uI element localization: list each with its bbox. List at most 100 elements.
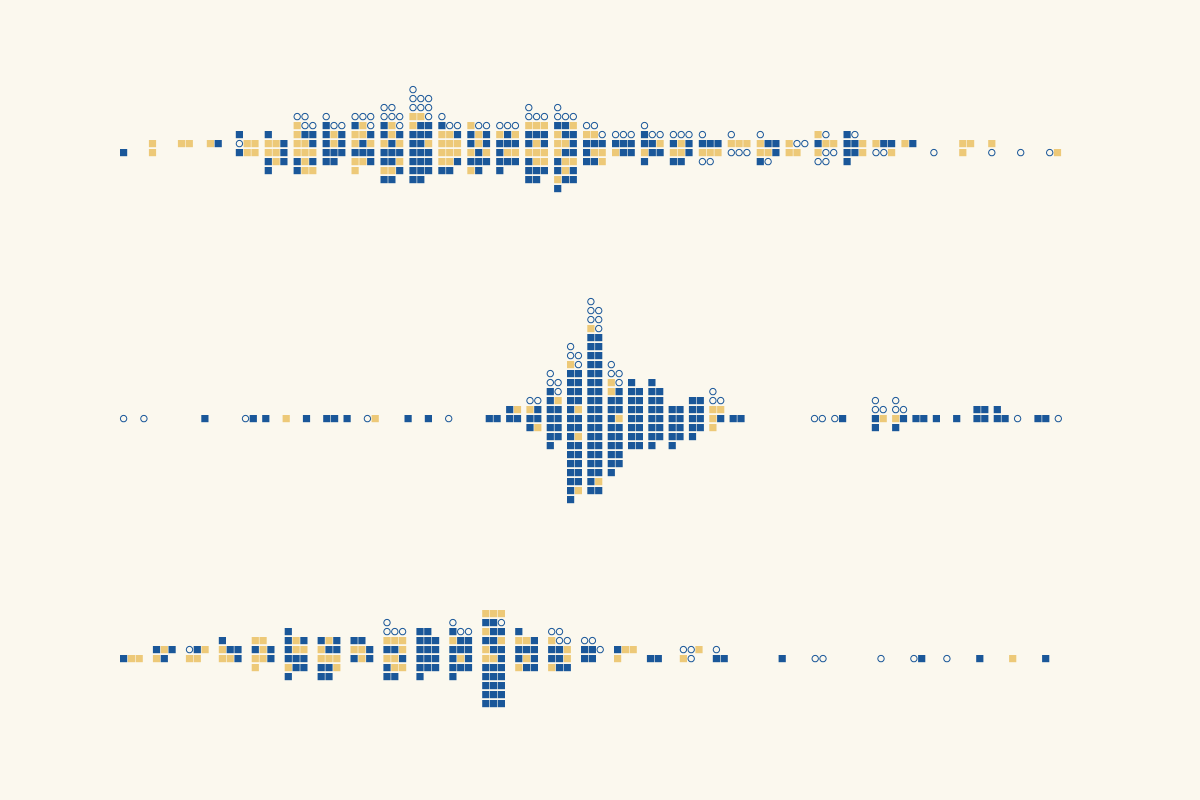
gold-square-mark — [533, 122, 541, 130]
blue-square-mark — [449, 646, 457, 654]
blue-square-mark — [587, 424, 595, 432]
blue-square-mark — [292, 655, 300, 663]
open-circle-mark — [449, 618, 457, 627]
open-circle-mark — [453, 121, 462, 130]
blue-square-mark — [457, 664, 465, 672]
blue-square-mark — [595, 433, 603, 441]
open-circle-mark — [627, 130, 635, 139]
open-circle-mark — [943, 654, 951, 663]
gold-square-mark — [590, 149, 598, 157]
gold-square-mark — [185, 140, 193, 148]
gold-square-mark — [359, 158, 367, 166]
blue-square-mark — [567, 424, 575, 432]
blue-square-mark — [526, 424, 534, 432]
open-circle-mark — [409, 85, 417, 94]
gold-square-mark — [358, 655, 366, 663]
gold-square-mark — [467, 149, 475, 157]
blue-square-mark — [648, 406, 656, 414]
blue-square-mark — [615, 460, 623, 468]
blue-square-mark — [490, 646, 498, 654]
gold-square-mark — [243, 140, 251, 148]
blue-square-mark — [380, 149, 388, 157]
blue-square-mark — [554, 424, 562, 432]
blue-square-mark — [615, 424, 623, 432]
gold-square-mark — [706, 149, 714, 157]
blue-square-mark — [595, 415, 603, 423]
open-circle-mark — [424, 94, 433, 103]
gold-square-mark — [540, 158, 548, 166]
open-circle-mark — [587, 306, 595, 315]
blue-square-mark — [280, 140, 288, 148]
gold-square-mark — [380, 140, 388, 148]
blue-square-mark — [424, 664, 432, 672]
blue-square-mark — [496, 158, 504, 166]
blue-square-mark — [396, 149, 404, 157]
gold-square-mark — [358, 646, 366, 654]
blue-square-mark — [497, 628, 505, 636]
open-circle-mark — [424, 112, 433, 121]
blue-square-mark — [525, 158, 533, 166]
blue-square-mark — [404, 415, 412, 423]
gold-square-mark — [467, 167, 475, 175]
blue-square-mark — [359, 149, 367, 157]
open-circle-mark — [566, 342, 575, 351]
open-circle-mark — [687, 645, 695, 654]
open-circle-mark — [532, 112, 541, 121]
blue-square-mark — [482, 664, 490, 672]
gold-square-mark — [988, 140, 996, 148]
blue-square-mark — [646, 655, 655, 663]
blue-square-mark — [918, 655, 926, 663]
blue-square-mark — [554, 185, 562, 193]
blue-square-mark — [325, 664, 333, 672]
blue-square-mark — [615, 406, 623, 414]
open-circle-mark — [727, 130, 735, 139]
blue-square-mark — [607, 451, 615, 459]
blue-square-mark — [482, 637, 490, 645]
open-circle-mark — [877, 654, 885, 663]
blue-square-mark — [417, 131, 425, 139]
open-circle-mark — [822, 148, 830, 157]
blue-square-mark — [587, 361, 595, 369]
blue-square-mark — [567, 397, 575, 405]
blue-square-mark — [490, 628, 498, 636]
gold-square-mark — [148, 140, 157, 148]
blue-square-mark — [590, 140, 598, 148]
open-circle-mark — [709, 396, 717, 405]
blue-square-mark — [409, 167, 417, 175]
gold-square-mark — [533, 140, 541, 148]
blue-square-mark — [515, 628, 523, 636]
blue-square-mark — [981, 415, 989, 423]
gold-square-mark — [292, 646, 300, 654]
blue-square-mark — [226, 646, 234, 654]
blue-square-mark — [607, 415, 615, 423]
blue-square-mark — [396, 131, 404, 139]
blue-square-mark — [193, 646, 201, 654]
gold-square-mark — [446, 149, 454, 157]
gold-square-mark — [383, 655, 391, 663]
blue-square-mark — [322, 131, 330, 139]
gold-square-mark — [548, 637, 556, 645]
blue-square-mark — [595, 460, 603, 468]
blue-square-mark — [772, 140, 780, 148]
blue-square-mark — [482, 682, 490, 690]
gold-square-mark — [396, 140, 404, 148]
blue-square-mark — [497, 700, 505, 708]
blue-square-mark — [424, 655, 432, 663]
gold-square-mark — [513, 406, 522, 414]
open-circle-mark — [879, 405, 887, 414]
blue-square-mark — [534, 415, 542, 423]
blue-square-mark — [293, 158, 301, 166]
blue-square-mark — [425, 131, 433, 139]
open-circle-mark — [595, 324, 603, 333]
blue-square-mark — [523, 646, 531, 654]
blue-square-mark — [648, 149, 656, 157]
blue-square-mark — [267, 655, 275, 663]
gold-square-mark — [709, 424, 717, 432]
open-circle-mark — [464, 627, 473, 636]
blue-square-mark — [851, 149, 859, 157]
gold-square-mark — [511, 149, 519, 157]
blue-square-mark — [513, 415, 522, 423]
open-circle-mark — [301, 121, 309, 130]
open-circle-mark — [235, 139, 244, 148]
